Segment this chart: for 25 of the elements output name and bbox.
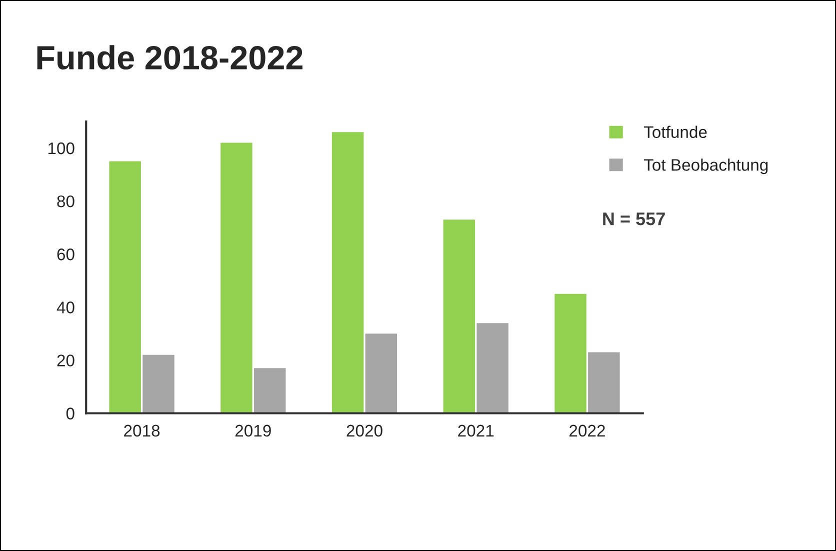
annotation: N = 557 [603,212,665,226]
x-tick-label: 2018 [124,424,160,437]
y-tick-label: 100 [48,142,74,154]
bar [588,352,620,414]
x-tick-label: 2021 [458,424,494,437]
legend-label: Tot Beobachtung [644,158,768,174]
y-tick-label: 40 [56,302,74,314]
legend-label: Totfunde [644,126,707,138]
x-tick-label: 2022 [570,424,605,437]
bar [220,142,252,414]
bar [365,334,398,414]
bar [109,161,141,414]
x-tick-label: 2020 [346,424,382,437]
bar [554,294,586,414]
bar [476,323,508,414]
bar [142,354,174,414]
y-tick-label: 0 [66,408,74,420]
x-tick-label: 2019 [235,424,271,437]
bar [332,132,364,414]
chart-title: Funde 2018-2022 [37,45,302,70]
y-tick-label: 20 [57,354,74,366]
y-tick-label: 80 [57,195,74,208]
y-tick-label: 60 [57,248,74,260]
bar [443,220,476,414]
bar [254,368,286,414]
